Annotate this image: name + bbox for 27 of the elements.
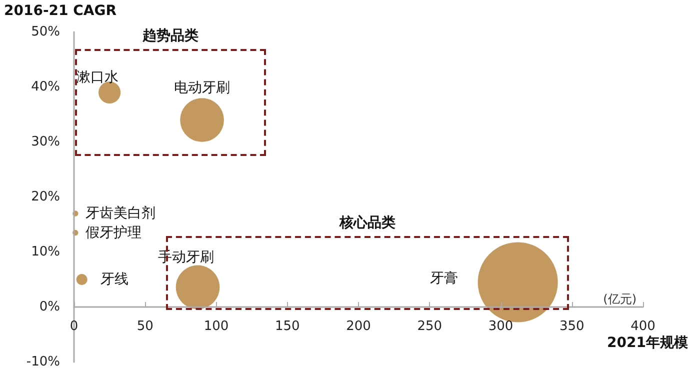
- x-tick-label: 300: [488, 319, 514, 334]
- y-tick-label: 20%: [31, 190, 60, 204]
- annotation: (亿元): [603, 290, 637, 308]
- series-label: 牙膏: [430, 270, 458, 286]
- y-tick-label: 10%: [31, 244, 60, 260]
- series-label: 牙线: [100, 272, 128, 288]
- y-tick-label: 40%: [31, 80, 60, 94]
- y-tick-label: 0%: [39, 300, 60, 314]
- x-axis-title: 2021年规模: [607, 335, 689, 351]
- x-tick-label: 150: [274, 319, 300, 334]
- y-tick-label: 30%: [31, 134, 60, 150]
- series-label: 假牙护理: [85, 224, 142, 241]
- x-tick-label: 250: [417, 319, 442, 334]
- series-label: 牙齿美白剂: [85, 206, 156, 222]
- x-tick-label: 50: [136, 319, 154, 334]
- y-tick-label: 50%: [31, 24, 60, 40]
- series-label: 电动牙刷: [174, 80, 230, 96]
- series-label: 漱口水: [76, 69, 119, 86]
- x-tick-label: 100: [204, 319, 229, 334]
- annotation: 核心品类: [340, 214, 396, 232]
- x-tick-label: 0: [70, 319, 78, 334]
- y-tick-label: -10%: [26, 354, 60, 370]
- x-tick-label: 200: [346, 319, 371, 334]
- x-tick-label: 350: [559, 319, 584, 334]
- annotation: 趋势品类: [142, 26, 199, 44]
- y-axis-title: 2016-21 CAGR: [4, 3, 117, 19]
- x-tick-label: 400: [630, 319, 656, 334]
